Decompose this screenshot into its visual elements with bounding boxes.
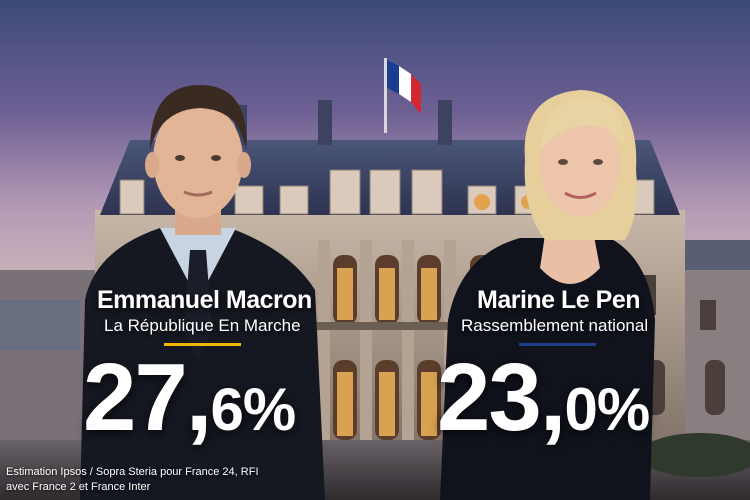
candidate-party-le-pen: Rassemblement national (461, 316, 649, 335)
percent-integer: 27 (83, 344, 188, 451)
flag-red-stripe (411, 74, 421, 114)
percent-decimal: 6% (210, 376, 296, 443)
source-line-2: avec France 2 et France Inter (6, 481, 151, 493)
candidate-name-le-pen: Marine Le Pen (477, 286, 641, 314)
percent-integer: 23 (437, 344, 542, 451)
french-flag-icon (387, 60, 421, 114)
percent-separator: , (539, 344, 567, 451)
candidate-party-macron: La République En Marche (104, 316, 301, 335)
percent-decimal: 0% (564, 376, 650, 443)
source-line-1: Estimation Ipsos / Sopra Steria pour Fra… (6, 466, 259, 478)
flag-blue-stripe (387, 60, 399, 94)
percent-separator: , (185, 344, 213, 451)
candidate-name-macron: Emmanuel Macron (97, 286, 312, 314)
candidate-percent-macron: 27,6% (83, 343, 296, 453)
candidate-percent-le-pen: 23,0% (437, 343, 650, 453)
candidate-bar-le-pen (519, 343, 596, 346)
candidate-bar-macron (164, 343, 241, 346)
source-note: Estimation Ipsos / Sopra Steria pour Fra… (6, 465, 306, 495)
flag-white-stripe (399, 66, 411, 102)
